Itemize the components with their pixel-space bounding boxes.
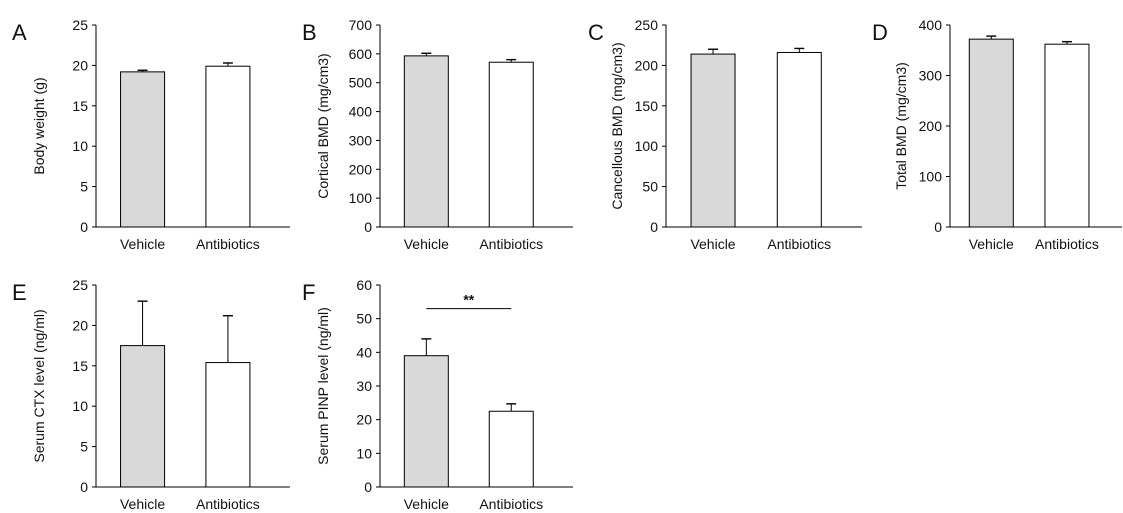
- y-tick-label-f: 30: [356, 378, 372, 394]
- panel-letter-f: F: [302, 280, 315, 305]
- y-tick-label-e: 25: [72, 277, 88, 293]
- y-tick-label-b: 500: [349, 75, 373, 91]
- y-tick-label-f: 10: [356, 445, 372, 461]
- y-axis-label-e: Serum CTX level (ng/ml): [31, 309, 47, 462]
- y-tick-label-e: 15: [72, 358, 88, 374]
- category-label-a: Vehicle: [120, 236, 165, 252]
- y-tick-label-b: 600: [349, 46, 373, 62]
- y-tick-label-c: 150: [635, 98, 659, 114]
- bar-c-vehicle: [690, 53, 736, 228]
- bar-d-vehicle: [968, 38, 1014, 228]
- y-tick-label-f: 0: [364, 479, 372, 495]
- y-tick-label-b: 400: [349, 104, 373, 120]
- y-tick-label-a: 25: [72, 17, 88, 33]
- bar-e-vehicle: [120, 345, 166, 488]
- y-tick-label-f: 40: [356, 344, 372, 360]
- panel-letter-e: E: [12, 280, 27, 305]
- y-tick-label-e: 20: [72, 317, 88, 333]
- y-axis-label-d: Total BMD (mg/cm3): [893, 62, 909, 190]
- bar-b-antibiotics: [488, 61, 534, 228]
- bar-f-vehicle: [403, 355, 449, 488]
- y-tick-label-a: 0: [80, 219, 88, 235]
- y-tick-label-e: 0: [80, 479, 88, 495]
- y-tick-label-a: 10: [72, 138, 88, 154]
- y-tick-label-d: 200: [919, 118, 943, 134]
- category-label-f: Antibiotics: [479, 496, 543, 512]
- bar-c-antibiotics: [776, 51, 822, 228]
- panel-letter-c: C: [588, 20, 604, 45]
- y-tick-label-b: 300: [349, 132, 373, 148]
- bar-a-vehicle: [120, 71, 166, 228]
- y-tick-label-d: 100: [919, 169, 943, 185]
- y-tick-label-c: 250: [635, 17, 659, 33]
- y-tick-label-c: 50: [642, 179, 658, 195]
- category-label-f: Vehicle: [404, 496, 449, 512]
- y-tick-label-a: 5: [80, 179, 88, 195]
- bar-d-antibiotics: [1044, 43, 1090, 228]
- y-tick-label-f: 50: [356, 311, 372, 327]
- bar-e-antibiotics: [205, 362, 251, 488]
- category-label-e: Vehicle: [120, 496, 165, 512]
- category-label-d: Antibiotics: [1035, 236, 1099, 252]
- y-axis-label-f: Serum PINP level (ng/ml): [315, 307, 331, 465]
- y-axis-label-b: Cortical BMD (mg/cm3): [315, 53, 331, 198]
- y-tick-label-c: 200: [635, 57, 659, 73]
- y-tick-label-b: 200: [349, 161, 373, 177]
- y-tick-label-e: 5: [80, 439, 88, 455]
- y-tick-label-c: 0: [650, 219, 658, 235]
- y-tick-label-f: 60: [356, 277, 372, 293]
- y-tick-label-d: 0: [934, 219, 942, 235]
- category-label-a: Antibiotics: [196, 236, 260, 252]
- y-tick-label-e: 10: [72, 398, 88, 414]
- y-tick-label-a: 15: [72, 98, 88, 114]
- category-label-c: Vehicle: [690, 236, 735, 252]
- y-tick-label-c: 100: [635, 138, 659, 154]
- bar-f-antibiotics: [488, 410, 534, 488]
- category-label-b: Vehicle: [404, 236, 449, 252]
- panel-letter-a: A: [12, 20, 27, 45]
- category-label-e: Antibiotics: [196, 496, 260, 512]
- significance-label-f: **: [463, 292, 474, 308]
- y-tick-label-b: 700: [349, 17, 373, 33]
- y-axis-label-c: Cancellous BMD (mg/cm3): [609, 42, 625, 209]
- panel-letter-d: D: [872, 20, 888, 45]
- y-tick-label-f: 20: [356, 412, 372, 428]
- y-tick-label-b: 0: [364, 219, 372, 235]
- category-label-d: Vehicle: [969, 236, 1014, 252]
- bar-b-vehicle: [403, 55, 449, 228]
- y-tick-label-d: 400: [919, 17, 943, 33]
- category-label-b: Antibiotics: [479, 236, 543, 252]
- y-tick-label-a: 20: [72, 57, 88, 73]
- y-tick-label-d: 300: [919, 68, 943, 84]
- y-axis-label-a: Body weight (g): [31, 77, 47, 174]
- bar-a-antibiotics: [205, 65, 251, 228]
- panel-letter-b: B: [302, 20, 317, 45]
- category-label-c: Antibiotics: [767, 236, 831, 252]
- y-tick-label-b: 100: [349, 190, 373, 206]
